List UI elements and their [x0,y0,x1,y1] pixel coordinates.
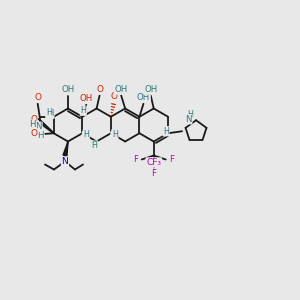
Text: N: N [61,157,68,166]
Text: H̄: H̄ [111,132,117,141]
Text: H: H [112,130,118,139]
Text: N: N [35,122,42,131]
Text: H: H [46,108,52,117]
Text: H: H [80,106,86,115]
Text: OH: OH [144,85,158,94]
Text: F: F [133,155,138,164]
Text: O: O [110,92,117,101]
Text: OH: OH [61,85,75,94]
Text: O: O [30,116,37,124]
Text: OH: OH [80,94,93,103]
Text: F: F [151,169,156,178]
Text: OH: OH [115,85,128,94]
Text: H: H [29,120,36,129]
Text: H: H [38,131,44,140]
Text: H: H [83,130,89,139]
Text: N: N [185,115,192,124]
Text: CF₃: CF₃ [146,158,161,167]
Text: H̄: H̄ [92,141,98,150]
Text: H: H [188,110,194,119]
Text: H: H [47,109,54,118]
Text: O: O [30,129,37,138]
Text: OH: OH [137,93,150,102]
Text: O: O [96,85,103,94]
Text: F: F [169,155,174,164]
Polygon shape [63,142,68,156]
Text: H̄: H̄ [82,132,88,141]
Text: O: O [34,93,41,102]
Text: H: H [163,127,169,136]
